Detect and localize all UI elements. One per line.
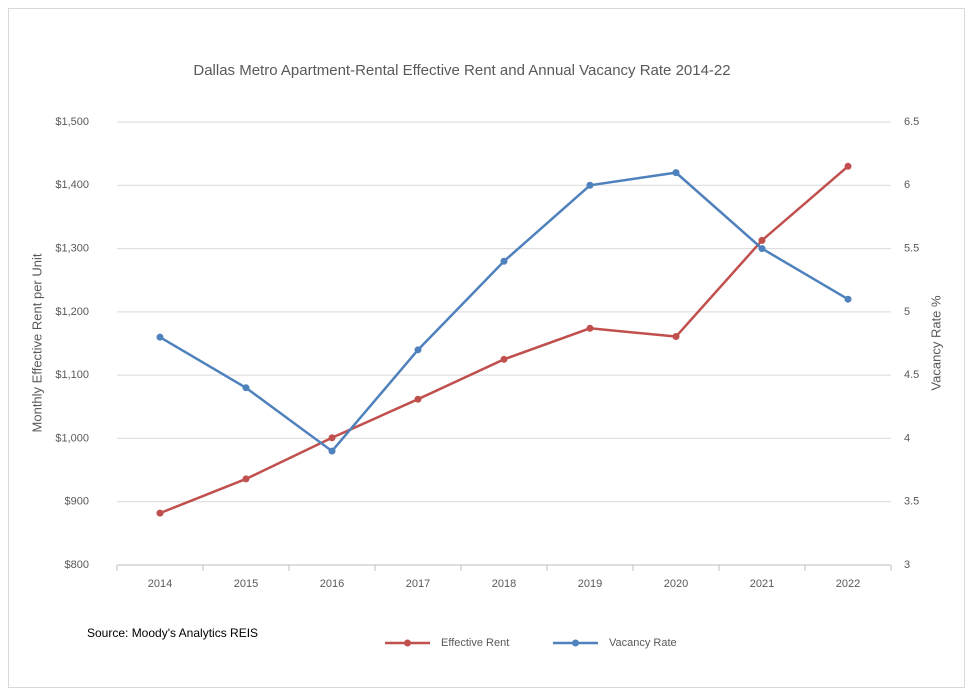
y2-tick-label: 4.5	[904, 369, 919, 381]
y2-tick-label: 5.5	[904, 242, 919, 254]
legend-label: Vacancy Rate	[609, 637, 677, 649]
y2-tick-label: 6	[904, 179, 910, 191]
data-point	[672, 169, 680, 177]
data-point	[242, 475, 250, 483]
y-tick-label: $1,100	[55, 369, 89, 381]
x-tick-label: 2016	[320, 578, 344, 590]
x-tick-label: 2021	[750, 578, 774, 590]
data-point	[758, 236, 766, 244]
y2-tick-label: 5	[904, 306, 910, 318]
x-tick-label: 2019	[578, 578, 602, 590]
y2-tick-label: 4	[904, 432, 910, 444]
y-tick-label: $1,200	[55, 306, 89, 318]
x-tick-label: 2022	[836, 578, 860, 590]
data-point	[328, 434, 336, 442]
y-tick-label: $800	[65, 559, 89, 571]
data-point	[414, 346, 422, 354]
data-point	[844, 162, 852, 170]
y2-axis-title: Vacancy Rate %	[928, 295, 943, 391]
data-point	[156, 333, 164, 341]
chart-title: Dallas Metro Apartment-Rental Effective …	[193, 62, 730, 79]
data-point	[328, 447, 336, 455]
data-point	[500, 257, 508, 265]
x-tick-label: 2018	[492, 578, 516, 590]
y2-tick-label: 3.5	[904, 496, 919, 508]
x-tick-label: 2014	[148, 578, 172, 590]
y2-tick-label: 6.5	[904, 116, 919, 128]
data-point	[586, 324, 594, 332]
data-point	[586, 181, 594, 189]
data-point	[242, 384, 250, 392]
y-tick-label: $900	[65, 496, 89, 508]
data-point	[414, 395, 422, 403]
source-note: Source: Moody's Analytics REIS	[87, 626, 258, 640]
x-tick-label: 2020	[664, 578, 688, 590]
legend-label: Effective Rent	[441, 637, 509, 649]
y-tick-label: $1,300	[55, 242, 89, 254]
y-tick-label: $1,400	[55, 179, 89, 191]
y-axis-title: Monthly Effective Rent per Unit	[29, 253, 44, 432]
y2-tick-label: 3	[904, 559, 910, 571]
data-point	[672, 333, 680, 341]
data-point	[156, 509, 164, 517]
legend-marker	[404, 639, 411, 647]
y-tick-label: $1,000	[55, 432, 89, 444]
y-tick-label: $1,500	[55, 116, 89, 128]
data-point	[758, 245, 766, 253]
data-point	[500, 355, 508, 363]
data-point	[844, 295, 852, 303]
legend-marker	[572, 639, 579, 647]
x-tick-label: 2015	[234, 578, 258, 590]
x-tick-label: 2017	[406, 578, 430, 590]
